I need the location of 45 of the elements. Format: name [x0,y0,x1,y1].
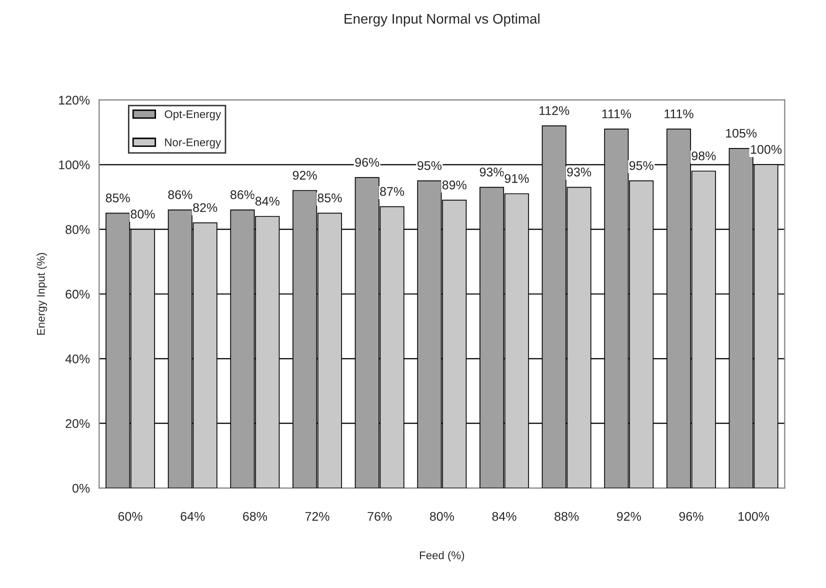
data-label: 93% [480,168,504,176]
x-tick-label: 84% [492,512,516,521]
y-tick-label: 60% [66,290,90,299]
data-label: 82% [193,203,218,212]
chart-title: Energy Input Normal vs Optimal [344,14,540,26]
data-label: 85% [318,193,342,202]
legend-label: Opt-Energy [164,110,222,120]
data-label: 87% [380,187,404,196]
data-label: 91% [504,174,529,183]
x-tick-label: 76% [368,512,392,521]
data-label: 86% [168,190,192,200]
x-tick-label: 100% [738,512,770,521]
data-label: 86% [230,190,255,200]
x-tick-label: 64% [180,512,205,521]
data-label: 112% [540,106,570,115]
x-tick-label: 80% [430,512,454,521]
y-tick-label: 20% [66,419,90,428]
y-tick-label: 0% [72,484,90,493]
data-label: 111% [602,109,632,118]
y-tick-label: 120% [59,96,90,105]
legend-label: Nor-Energy [165,138,222,148]
x-tick-label: 60% [118,512,142,521]
x-tick-label: 88% [554,512,579,521]
x-tick-label: 68% [243,512,267,521]
data-label: 89% [442,180,466,190]
data-label: 92% [292,170,317,180]
y-axis-title: Energy Input (%) [36,253,48,335]
data-label: 100% [750,144,782,154]
data-label: 95% [418,161,442,170]
x-tick-label: 96% [679,512,704,521]
data-label: 93% [567,168,592,176]
data-label: 80% [130,210,155,219]
data-label: 85% [106,193,130,202]
x-tick-label: 92% [616,512,641,521]
x-axis-title: Feed (%) [420,551,464,562]
data-label: 111% [664,109,694,118]
data-label: 105% [726,128,757,138]
data-label: 95% [629,161,654,170]
y-tick-label: 100% [59,160,90,170]
data-label: 98% [692,151,716,160]
y-tick-label: 80% [66,225,90,234]
data-label: 96% [355,158,380,167]
x-tick-label: 72% [305,512,330,521]
data-label: 84% [255,196,280,206]
y-tick-label: 40% [65,354,90,364]
